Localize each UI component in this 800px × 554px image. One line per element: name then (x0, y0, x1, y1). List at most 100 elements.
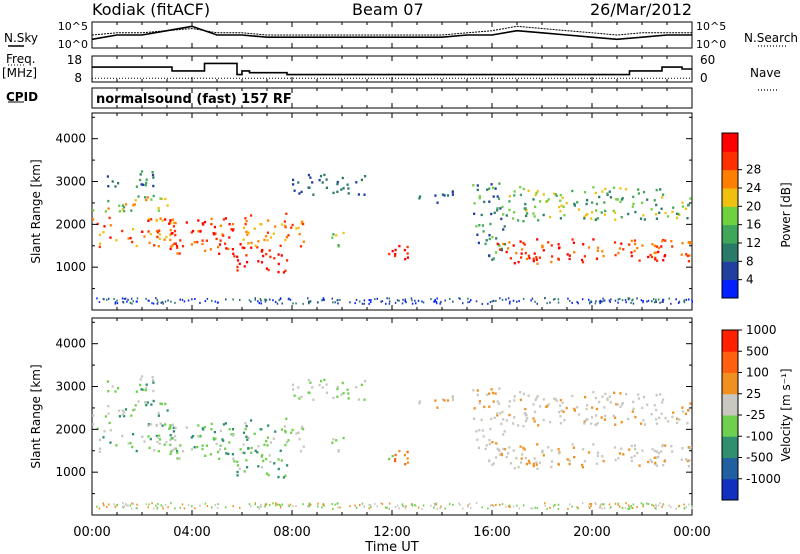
power-cell (494, 251, 498, 254)
velocity-cell (404, 463, 407, 466)
velocity-cell (174, 426, 177, 430)
velocity-cell (169, 434, 172, 437)
velocity-noise-cell (522, 504, 525, 507)
power-cell (536, 262, 539, 265)
power-cell (173, 242, 176, 245)
power-cell (476, 233, 479, 236)
velocity-noise-cell (259, 505, 262, 508)
power-cell (587, 246, 591, 249)
velocity-cell (677, 417, 680, 421)
velocity-cell (175, 450, 179, 453)
velocity-cell (655, 456, 658, 459)
velocity-noise-cell (264, 505, 266, 508)
velocity-cell (159, 422, 162, 425)
power-noise-cell (628, 297, 631, 300)
velocity-noise-cell (608, 503, 611, 506)
velocity-noise-cell (260, 505, 262, 508)
power-cell (488, 254, 491, 257)
velocity-noise-cell (295, 505, 297, 508)
velocity-cell (650, 413, 653, 416)
velocity-cell (149, 437, 152, 441)
noise-tick-left-high: 10^5 (58, 20, 88, 33)
power-cell (222, 218, 225, 221)
power-cell (618, 247, 621, 250)
power-noise-cell (567, 297, 569, 300)
velocity-noise-cell (398, 507, 400, 510)
power-noise-cell (194, 298, 196, 300)
power-cell (169, 247, 172, 251)
velocity-cell (179, 444, 182, 447)
velocity-cell (500, 452, 503, 456)
velocity-cell (534, 410, 537, 414)
power-cell (513, 194, 516, 197)
velocity-cell (488, 442, 491, 446)
power-cell (114, 185, 117, 188)
velocity-noise-cell (124, 503, 127, 505)
velocity-noise-cell (495, 503, 497, 506)
velocity-cell (347, 397, 350, 400)
velocity-noise-cell (647, 503, 650, 505)
power-cell (342, 187, 345, 190)
velocity-cell (286, 464, 289, 467)
velocity-cell (524, 456, 527, 460)
power-cell (592, 186, 595, 189)
power-noise-cell (571, 301, 573, 304)
nsky-line (91, 25, 692, 41)
power-cell (596, 246, 600, 249)
velocity-cell (446, 399, 450, 402)
power-cell (231, 229, 234, 232)
velocity-noise-cell (646, 502, 648, 505)
power-colorbar-swatch-5 (722, 188, 738, 207)
power-cell (321, 181, 324, 184)
velocity-cell (151, 378, 155, 382)
power-cell (488, 200, 491, 203)
power-cell (231, 248, 234, 251)
velocity-cell (680, 458, 683, 461)
velocity-cell (196, 445, 199, 449)
power-noise-cell (610, 298, 612, 301)
power-cell (196, 240, 199, 244)
power-cell (323, 173, 326, 177)
power-cell (549, 215, 552, 219)
power-noise-cell (136, 297, 139, 300)
velocity-cell (360, 383, 363, 387)
velocity-cell (581, 466, 585, 469)
power-cell (277, 270, 280, 274)
velocity-noise-cell (321, 506, 323, 509)
velocity-cell (254, 449, 257, 452)
nsearch-label: N.Search (744, 31, 799, 45)
velocity-cell (639, 422, 643, 425)
power-noise-cell (625, 301, 627, 304)
velocity-cell (501, 410, 504, 414)
velocity-noise-cell (288, 505, 290, 508)
velocity-noise-cell (156, 506, 159, 509)
velocity-cell (586, 418, 589, 421)
velocity-cell (521, 453, 524, 456)
power-cell (280, 223, 284, 226)
velocity-cell (300, 427, 303, 430)
velocity-noise-cell (603, 507, 606, 510)
power-noise-cell (121, 297, 124, 300)
velocity-cell (541, 450, 544, 454)
power-cell (250, 241, 253, 245)
velocity-cell (655, 450, 658, 453)
power-cell (347, 192, 350, 195)
velocity-cell (512, 449, 515, 452)
power-cell (174, 221, 177, 225)
power-cell (152, 194, 155, 198)
velocity-cell (522, 392, 525, 396)
power-cell (148, 241, 151, 245)
power-noise-cell (161, 301, 164, 303)
velocity-cell (260, 466, 264, 469)
power-noise-cell (603, 299, 606, 302)
velocity-cell (503, 430, 506, 433)
power-noise-cell (225, 298, 227, 301)
power-noise-cell (508, 302, 511, 305)
velocity-noise-cell (239, 506, 241, 509)
station-title: Kodiak (fitACF) (92, 0, 211, 19)
power-noise-cell (588, 301, 591, 304)
velocity-cell (572, 446, 575, 449)
velocity-cell (591, 406, 594, 409)
power-cell (591, 211, 594, 214)
